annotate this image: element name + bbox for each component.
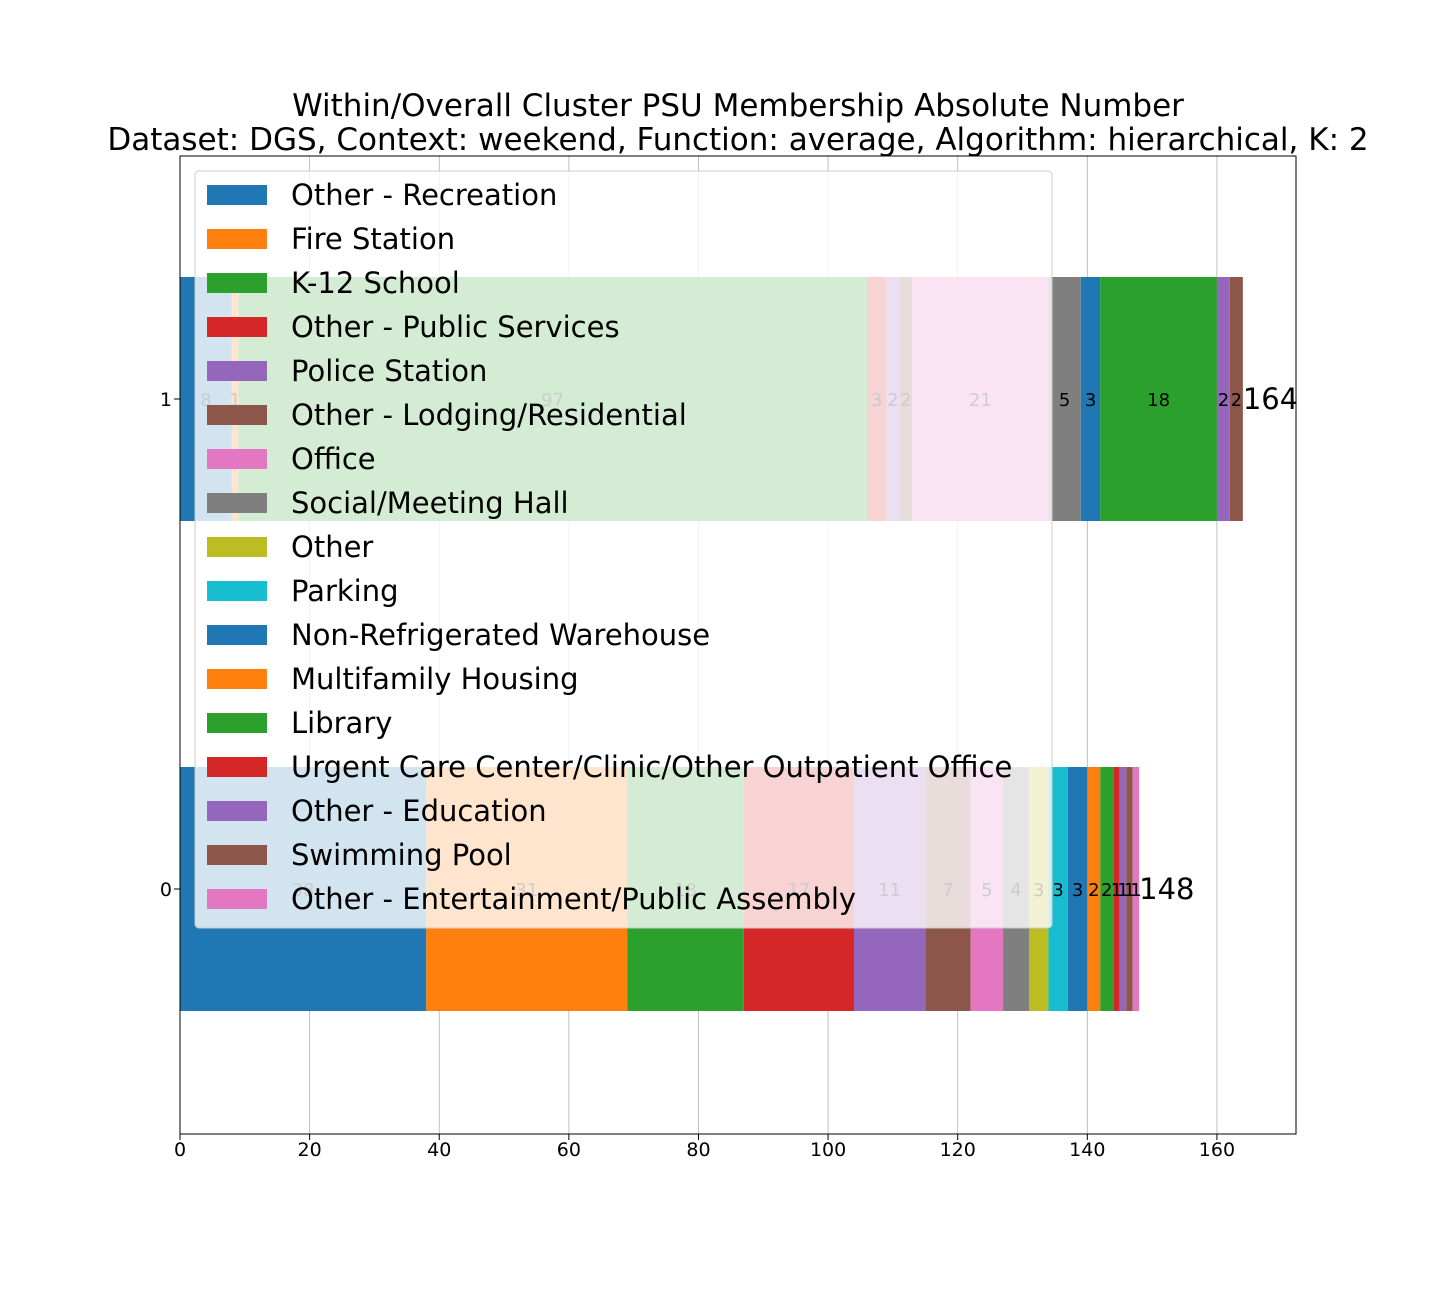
x-tick-label: 20 xyxy=(298,1139,322,1161)
legend: Other - Recreation Fire Station K-12 Schoo… xyxy=(194,170,1053,929)
legend-label: Non-Refrigerated Warehouse xyxy=(291,618,710,652)
bar-segment xyxy=(1080,277,1101,521)
bar-segment-label: 3 xyxy=(1072,880,1083,901)
legend-swatch xyxy=(207,757,267,777)
legend-swatch xyxy=(207,449,267,469)
legend-swatch xyxy=(207,185,267,205)
bar-segment-label: 1 xyxy=(1117,880,1128,901)
legend-swatch xyxy=(207,713,267,733)
bar-segment xyxy=(1229,277,1243,521)
bar-segment xyxy=(1113,767,1120,1011)
bar-segment xyxy=(1100,767,1114,1011)
x-tick-label: 140 xyxy=(1069,1139,1105,1161)
bar-segment-label: 2 xyxy=(1101,880,1112,901)
x-tick-label: 40 xyxy=(427,1139,451,1161)
legend-swatch xyxy=(207,845,267,865)
legend-label: Other - Recreation xyxy=(291,178,557,212)
legend-label: Other - Education xyxy=(291,794,547,828)
bar-segment xyxy=(1119,767,1127,1011)
legend-box xyxy=(194,170,1053,929)
legend-label: Other - Public Services xyxy=(291,310,620,344)
legend-label: Library xyxy=(291,706,392,740)
legend-label: Multifamily Housing xyxy=(291,662,579,696)
legend-label: Social/Meeting Hall xyxy=(291,486,569,520)
bar-segment xyxy=(1067,767,1088,1011)
y-tick-label: 1 xyxy=(160,389,172,411)
bar-segment-label: 3 xyxy=(1085,390,1096,411)
legend-label: Urgent Care Center/Clinic/Other Outpatie… xyxy=(291,750,1012,784)
legend-swatch xyxy=(207,801,267,821)
legend-swatch xyxy=(207,493,267,513)
bar-segment xyxy=(1087,767,1101,1011)
legend-swatch xyxy=(207,889,267,909)
legend-swatch xyxy=(207,317,267,337)
bar-segment-label: 1 xyxy=(1124,880,1135,901)
legend-swatch xyxy=(207,273,267,293)
x-tick-label: 100 xyxy=(810,1139,846,1161)
bar-segment xyxy=(1216,277,1230,521)
x-tick-label: 160 xyxy=(1199,1139,1235,1161)
bar-segment-label: 1 xyxy=(1111,880,1122,901)
bar-segment xyxy=(1048,767,1068,1011)
legend-swatch xyxy=(207,229,267,249)
legend-swatch xyxy=(207,581,267,601)
legend-swatch xyxy=(207,361,267,381)
bar-segment-label: 2 xyxy=(1231,390,1242,411)
legend-label: Other xyxy=(291,530,373,564)
bar-segment-label: 3 xyxy=(1052,880,1063,901)
chart-subtitle: Dataset: DGS, Context: weekend, Function… xyxy=(107,122,1368,158)
legend-label: Other - Lodging/Residential xyxy=(291,398,687,432)
legend-swatch xyxy=(207,405,267,425)
x-tick-label: 80 xyxy=(686,1139,710,1161)
x-tick-label: 0 xyxy=(174,1139,186,1161)
chart-title: Within/Overall Cluster PSU Membership Ab… xyxy=(292,88,1184,124)
x-tick-label: 60 xyxy=(557,1139,581,1161)
plot-frame xyxy=(179,155,1297,1135)
legend-label: Swimming Pool xyxy=(291,838,512,872)
bar-segment xyxy=(1132,767,1140,1011)
legend-label: Other - Entertainment/Public Assembly xyxy=(291,882,856,916)
bar-total-label: 164 xyxy=(1243,382,1298,416)
bar-segment-label: 2 xyxy=(1218,390,1229,411)
legend-swatch xyxy=(207,669,267,689)
bar-segment xyxy=(1100,277,1217,521)
x-tick-label: 120 xyxy=(940,1139,976,1161)
bar-segment xyxy=(1048,277,1081,521)
bar-total-label: 148 xyxy=(1139,872,1194,906)
legend-label: K-12 School xyxy=(291,266,460,300)
legend-swatch xyxy=(207,625,267,645)
legend-label: Parking xyxy=(291,574,399,608)
bar-segment-label: 1 xyxy=(1130,880,1141,901)
legend-label: Police Station xyxy=(291,354,487,388)
legend-label: Office xyxy=(291,442,376,476)
bar-segment-label: 5 xyxy=(1059,390,1070,411)
bar-segment xyxy=(1126,767,1133,1011)
legend-swatch xyxy=(207,537,267,557)
bar-segment-label: 18 xyxy=(1147,390,1170,411)
bar-segment-label: 2 xyxy=(1088,880,1099,901)
y-tick-label: 0 xyxy=(160,879,172,901)
axes: 0 20 40 60 80 100 120 140 160 0 1 xyxy=(160,155,1297,1161)
legend-label: Fire Station xyxy=(291,222,455,256)
